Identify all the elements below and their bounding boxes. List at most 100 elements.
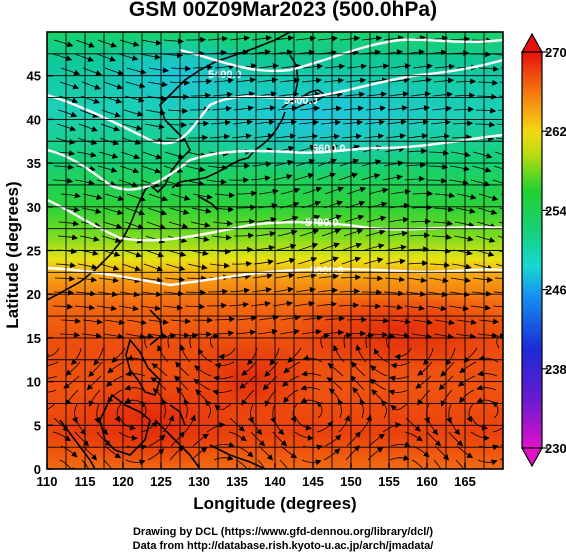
plot-title: GSM 00Z09Mar2023 (500.0hPa) bbox=[128, 0, 438, 21]
streamline-arrow bbox=[63, 375, 80, 389]
streamline-arrow bbox=[47, 389, 57, 393]
y-tick-label: 5 bbox=[34, 418, 41, 433]
streamline-arrow bbox=[386, 333, 396, 349]
streamline-arrow bbox=[186, 275, 208, 282]
streamline-arrow bbox=[318, 273, 340, 280]
x-tick-label: 125 bbox=[150, 474, 172, 489]
streamline-arrow bbox=[167, 108, 189, 114]
streamline-arrow bbox=[81, 459, 90, 469]
streamline-arrow bbox=[185, 165, 206, 173]
streamline-arrow bbox=[294, 431, 314, 441]
x-tick-label: 160 bbox=[416, 474, 438, 489]
streamline-arrow bbox=[206, 422, 226, 433]
streamline-arrow bbox=[211, 105, 233, 112]
streamline-arrow bbox=[54, 275, 76, 282]
streamline-arrow bbox=[101, 235, 122, 243]
streamline-arrow bbox=[72, 403, 78, 424]
x-tick-label: 140 bbox=[264, 474, 286, 489]
streamline-arrow bbox=[65, 389, 79, 406]
streamline-arrow bbox=[338, 172, 359, 181]
streamline-arrow bbox=[409, 232, 431, 239]
streamline-arrow bbox=[212, 220, 234, 227]
y-tick-label: 15 bbox=[27, 331, 41, 346]
streamline-arrow bbox=[368, 187, 389, 195]
streamline-arrow bbox=[417, 389, 431, 406]
streamline-arrow bbox=[235, 77, 256, 84]
streamline-arrow bbox=[466, 403, 474, 423]
streamline-arrow bbox=[144, 249, 165, 258]
y-tick-label: 10 bbox=[27, 375, 41, 390]
streamline-arrow bbox=[207, 302, 228, 309]
streamline-arrow bbox=[98, 277, 119, 284]
streamline-arrow bbox=[211, 234, 233, 241]
streamline-arrow bbox=[251, 161, 272, 168]
streamline-arrow bbox=[124, 221, 145, 230]
streamline-arrow bbox=[302, 314, 323, 321]
streamline-arrow bbox=[234, 91, 255, 98]
streamline-arrow bbox=[96, 53, 117, 62]
streamline-arrow bbox=[104, 193, 125, 201]
streamline-arrow bbox=[449, 36, 471, 43]
credit-dcl: Drawing by DCL (https://www.gfd-dennou.o… bbox=[132, 526, 434, 538]
streamline-arrow bbox=[189, 332, 199, 349]
streamline-arrow bbox=[406, 148, 428, 154]
streamline-arrow bbox=[364, 119, 386, 126]
streamline-arrow bbox=[192, 193, 213, 200]
streamline-arrow bbox=[383, 35, 404, 42]
streamline-arrow bbox=[433, 459, 442, 469]
streamline-arrow bbox=[475, 107, 497, 114]
streamline-arrow bbox=[235, 218, 256, 225]
streamline-arrow bbox=[426, 431, 442, 447]
streamline-arrow bbox=[324, 315, 346, 322]
streamline-arrow bbox=[168, 221, 189, 229]
streamline-arrow bbox=[475, 121, 496, 128]
streamline-arrow bbox=[382, 174, 403, 181]
streamline-arrow bbox=[440, 361, 455, 377]
streamline-arrow bbox=[185, 289, 207, 296]
streamline-arrow bbox=[432, 91, 454, 98]
streamline-arrow bbox=[241, 361, 257, 376]
streamline-arrow bbox=[363, 257, 384, 265]
streamline-arrow bbox=[457, 375, 476, 387]
streamline-arrow bbox=[493, 165, 503, 170]
streamline-arrow bbox=[194, 365, 212, 377]
streamline-arrow bbox=[370, 365, 388, 377]
streamline-arrow bbox=[161, 398, 168, 419]
streamline-arrow bbox=[389, 77, 410, 84]
streamline-arrow bbox=[102, 95, 123, 104]
streamline-arrow bbox=[58, 220, 80, 227]
graticule bbox=[47, 32, 503, 469]
streamline-arrow bbox=[255, 230, 276, 237]
streamline-arrow bbox=[241, 389, 255, 406]
streamline-arrow bbox=[60, 67, 81, 76]
streamline-arrow bbox=[280, 187, 301, 195]
streamline-arrow bbox=[382, 421, 402, 433]
streamline-arrow bbox=[415, 375, 432, 389]
streamline-arrow bbox=[343, 332, 353, 349]
streamline-arrow bbox=[492, 401, 499, 419]
streamline-arrow bbox=[250, 175, 271, 182]
streamline-arrow bbox=[448, 431, 464, 447]
streamline-arrow bbox=[257, 77, 278, 84]
streamline-arrow bbox=[59, 81, 80, 90]
streamline-arrow bbox=[279, 328, 300, 335]
streamline-arrow bbox=[500, 319, 503, 321]
streamline-arrow bbox=[365, 105, 387, 112]
streamline-arrow bbox=[86, 375, 102, 391]
streamline-arrow bbox=[477, 459, 498, 466]
streamline-arrow bbox=[253, 259, 274, 266]
streamline-arrow bbox=[283, 361, 301, 374]
streamline-arrow bbox=[120, 151, 141, 160]
streamline-arrow bbox=[492, 426, 503, 433]
streamline-arrow bbox=[299, 105, 321, 112]
streamline-arrow bbox=[497, 109, 503, 112]
streamline-arrow bbox=[459, 389, 475, 404]
streamline-arrow bbox=[82, 67, 102, 76]
streamline-arrow bbox=[475, 235, 496, 243]
streamline-arrow bbox=[88, 361, 103, 377]
streamline-arrow bbox=[75, 290, 97, 297]
x-tick-label: 110 bbox=[37, 474, 58, 489]
streamline-arrow bbox=[103, 207, 124, 215]
streamline-arrow bbox=[417, 361, 433, 376]
streamline-arrow bbox=[142, 151, 163, 160]
